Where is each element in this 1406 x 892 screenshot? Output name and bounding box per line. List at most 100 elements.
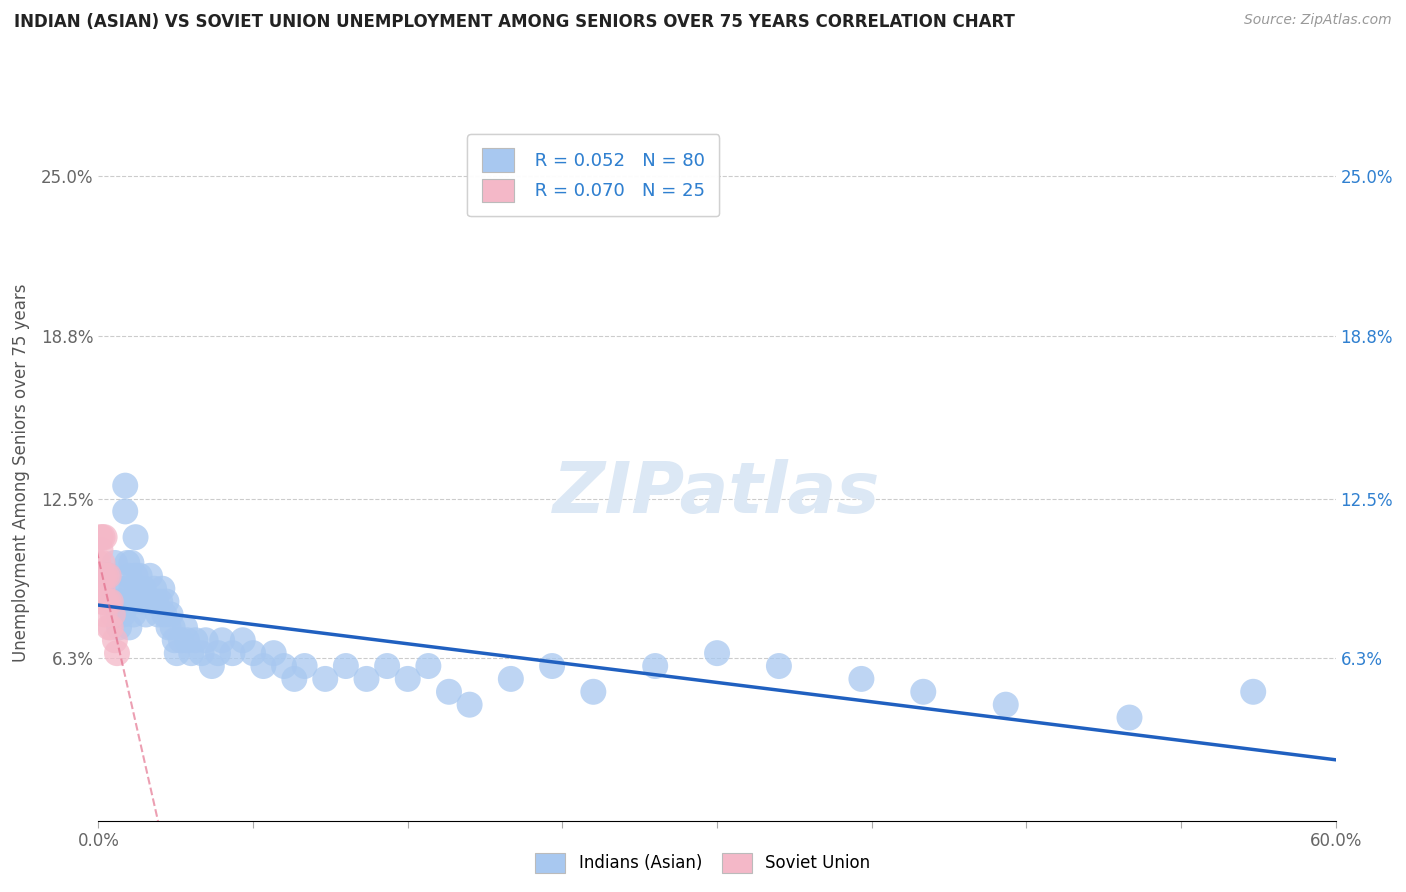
Point: [97, 569, 120, 583]
Point: [1118, 710, 1140, 724]
Point: [375, 659, 398, 673]
Point: [93, 607, 115, 622]
Point: [108, 620, 131, 634]
Point: [100, 594, 122, 608]
Point: [89, 569, 111, 583]
Point: [97, 594, 120, 608]
Point: [87, 556, 110, 570]
Point: [100, 620, 122, 634]
Point: [174, 620, 197, 634]
Point: [541, 659, 564, 673]
Point: [159, 607, 181, 622]
Point: [89, 530, 111, 544]
Point: [105, 594, 128, 608]
Point: [108, 607, 131, 622]
Point: [118, 620, 141, 634]
Point: [105, 646, 128, 660]
Point: [994, 698, 1017, 712]
Point: [114, 478, 136, 492]
Point: [89, 543, 111, 558]
Point: [87, 582, 110, 596]
Point: [93, 530, 115, 544]
Point: [91, 569, 114, 583]
Text: INDIAN (ASIAN) VS SOVIET UNION UNEMPLOYMENT AMONG SENIORS OVER 75 YEARS CORRELAT: INDIAN (ASIAN) VS SOVIET UNION UNEMPLOYM…: [14, 13, 1015, 31]
Point: [163, 633, 186, 648]
Point: [91, 582, 114, 596]
Point: [418, 659, 440, 673]
Point: [201, 659, 224, 673]
Point: [91, 594, 114, 608]
Point: [232, 633, 254, 648]
Point: [101, 594, 124, 608]
Point: [118, 569, 141, 583]
Point: [180, 646, 202, 660]
Point: [211, 633, 233, 648]
Point: [122, 594, 145, 608]
Point: [124, 569, 146, 583]
Point: [155, 594, 177, 608]
Point: [437, 685, 460, 699]
Point: [150, 582, 173, 596]
Point: [396, 672, 419, 686]
Point: [768, 659, 790, 673]
Point: [91, 556, 114, 570]
Point: [190, 646, 212, 660]
Point: [122, 607, 145, 622]
Point: [93, 569, 115, 583]
Point: [132, 582, 155, 596]
Point: [143, 582, 166, 596]
Point: [184, 633, 207, 648]
Point: [162, 620, 184, 634]
Point: [93, 594, 115, 608]
Point: [101, 607, 124, 622]
Point: [499, 672, 522, 686]
Point: [170, 633, 193, 648]
Point: [145, 594, 167, 608]
Point: [131, 594, 153, 608]
Point: [118, 594, 141, 608]
Point: [117, 594, 139, 608]
Point: [91, 530, 114, 544]
Point: [294, 659, 316, 673]
Text: ZIPatlas: ZIPatlas: [554, 459, 880, 528]
Point: [149, 594, 172, 608]
Point: [207, 646, 229, 660]
Point: [112, 582, 135, 596]
Point: [124, 530, 146, 544]
Point: [644, 659, 666, 673]
Point: [135, 607, 157, 622]
Point: [128, 569, 150, 583]
Text: Source: ZipAtlas.com: Source: ZipAtlas.com: [1244, 13, 1392, 28]
Point: [117, 556, 139, 570]
Point: [120, 556, 142, 570]
Point: [283, 672, 305, 686]
Legend: Indians (Asian), Soviet Union: Indians (Asian), Soviet Union: [529, 847, 877, 880]
Point: [110, 594, 132, 608]
Point: [153, 607, 176, 622]
Point: [166, 646, 188, 660]
Point: [176, 633, 198, 648]
Point: [120, 582, 142, 596]
Point: [97, 569, 120, 583]
Point: [104, 556, 127, 570]
Point: [104, 633, 127, 648]
Point: [242, 646, 264, 660]
Point: [136, 594, 159, 608]
Point: [851, 672, 873, 686]
Y-axis label: Unemployment Among Seniors over 75 years: Unemployment Among Seniors over 75 years: [11, 284, 30, 662]
Point: [114, 504, 136, 518]
Point: [252, 659, 274, 673]
Point: [335, 659, 357, 673]
Point: [273, 659, 295, 673]
Point: [356, 672, 378, 686]
Point: [148, 607, 170, 622]
Point: [96, 569, 118, 583]
Point: [263, 646, 285, 660]
Point: [108, 582, 131, 596]
Point: [582, 685, 605, 699]
Point: [314, 672, 336, 686]
Point: [96, 594, 118, 608]
Point: [139, 569, 162, 583]
Point: [89, 594, 111, 608]
Point: [194, 633, 217, 648]
